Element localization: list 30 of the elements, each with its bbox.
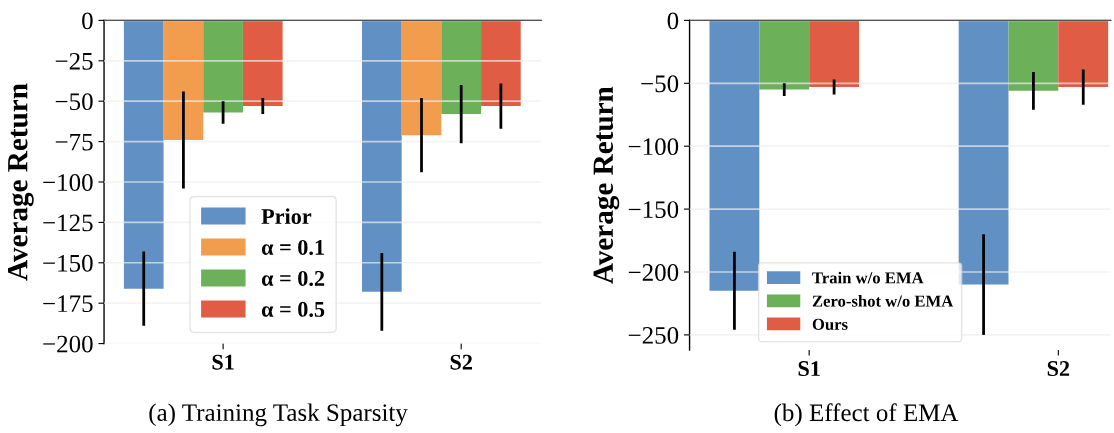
y-tick-label: −50 (55, 93, 93, 111)
legend-label: Zero-shot w/o EMA (812, 295, 954, 307)
y-axis-title: Average Return (8, 83, 34, 281)
legend-label: α = 0.2 (261, 270, 325, 286)
y-tick-label: −150 (43, 254, 93, 272)
x-tick-label: S2 (450, 354, 472, 370)
y-tick-label: −200 (628, 264, 679, 281)
y-tick-label: −100 (628, 138, 679, 156)
y-tick-label: −175 (43, 295, 93, 313)
y-tick-label: −100 (43, 174, 93, 191)
x-tick-label: S2 (1047, 361, 1070, 377)
y-tick-label: −150 (628, 201, 679, 219)
text: (a) Training Task Sparsity (149, 403, 408, 427)
y-tick-label: −75 (55, 133, 93, 151)
legend-label: Ours (812, 318, 848, 330)
y-tick-label: −200 (43, 335, 93, 353)
y-tick-label: 0 (82, 12, 93, 30)
y-tick-label: −25 (55, 52, 93, 70)
y-tick-label: −50 (641, 75, 679, 93)
y-tick-label: −125 (43, 214, 93, 232)
text: (b) Effect of EMA (774, 403, 959, 427)
legend-label: Train w/o EMA (812, 271, 924, 284)
x-tick-label: S1 (212, 354, 234, 370)
x-tick-label: S1 (798, 361, 820, 377)
y-tick-label: 0 (667, 12, 679, 30)
legend-label: α = 0.1 (261, 239, 324, 256)
y-tick-label: −250 (628, 326, 679, 344)
legend-label: Prior (261, 208, 312, 224)
y-axis-title: Average Return (593, 86, 620, 284)
legend-label: α = 0.5 (261, 301, 325, 317)
